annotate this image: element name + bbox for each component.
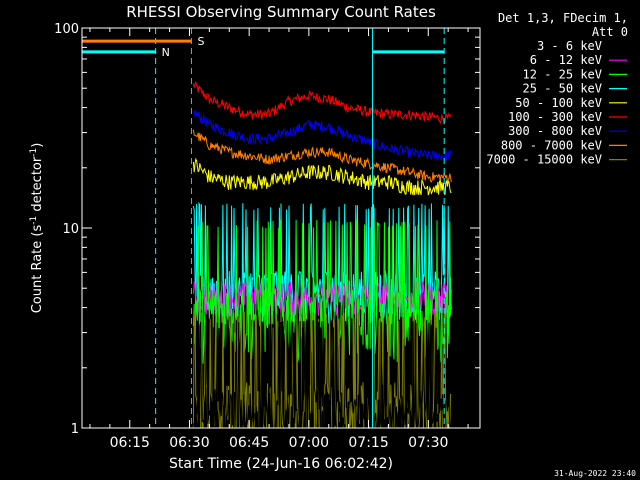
x-tick-label: 06:30	[169, 435, 209, 451]
legend-label: 100 - 300 keV	[508, 110, 602, 124]
legend-label: 12 - 25 keV	[523, 67, 602, 81]
x-axis-label: Start Time (24-Jun-16 06:02:42)	[169, 456, 393, 472]
series-line-100-300-kev-kev	[192, 81, 452, 125]
series-line-3-6-kev-kev	[192, 319, 452, 429]
plot-content: NS	[82, 28, 452, 429]
y-tick-label: 1	[71, 422, 79, 437]
y-tick-label: 10	[62, 222, 79, 237]
legend-label: 25 - 50 keV	[523, 82, 602, 96]
legend-label: 6 - 12 keV	[530, 53, 602, 67]
y-axis-label: Count Rate (s-1 detector-1)	[29, 143, 45, 314]
legend-label: 3 - 6 keV	[537, 39, 602, 53]
flag-label-N: N	[162, 46, 170, 59]
series-line-50-100-kev-kev	[192, 157, 452, 196]
legend-label: 50 - 100 keV	[515, 96, 602, 110]
legend-label: 800 - 7000 keV	[501, 138, 602, 152]
y-tick-label: 100	[54, 22, 79, 37]
x-tick-label: 06:45	[229, 435, 269, 451]
x-tick-label: 07:00	[289, 435, 329, 451]
x-tick-label: 07:15	[348, 435, 388, 451]
x-tick-label: 07:30	[408, 435, 448, 451]
footer-timestamp: 31-Aug-2022 23:40	[554, 469, 636, 478]
legend-header-line-1: Det 1,3, FDecim 1,	[498, 11, 628, 25]
legend-header-line-2: Att 0	[592, 25, 628, 39]
chart-title: RHESSI Observing Summary Count Rates	[126, 3, 436, 21]
x-tick-label: 06:15	[110, 435, 150, 451]
series-line-300-800-kev-kev	[193, 110, 452, 161]
legend-label: 7000 - 15000 keV	[486, 153, 602, 167]
series-line-800-7000-kev-kev	[192, 129, 452, 184]
axis-ticks: 06:15 06:30 06:45 07:00 07:15 07:30 1 10 100	[54, 22, 480, 451]
flag-label-S: S	[197, 35, 204, 48]
legend-label: 300 - 800 keV	[508, 124, 602, 138]
